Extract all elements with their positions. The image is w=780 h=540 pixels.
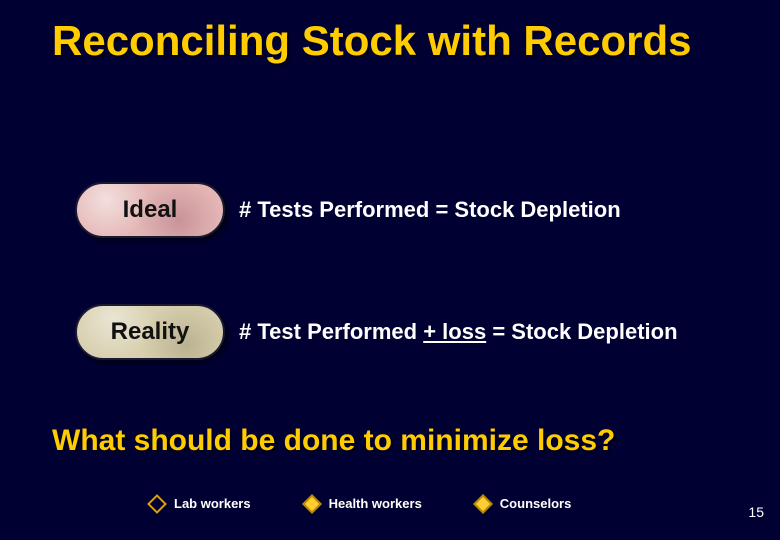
diamond-icon <box>150 497 164 511</box>
legend-counselors-label: Counselors <box>500 496 572 511</box>
legend-health-label: Health workers <box>329 496 422 511</box>
pill-reality: Reality <box>75 304 225 360</box>
legend-item-counselors: Counselors <box>476 496 572 511</box>
slide-title: Reconciling Stock with Records <box>52 18 692 63</box>
pill-ideal: Ideal <box>75 182 225 238</box>
page-number: 15 <box>748 504 764 520</box>
legend: Lab workers Health workers Counselors <box>150 496 571 511</box>
ideal-equation: # Tests Performed = Stock Depletion <box>239 197 621 223</box>
legend-item-health: Health workers <box>305 496 422 511</box>
reality-eq-loss: + loss <box>423 319 486 344</box>
pill-reality-label: Reality <box>111 318 190 346</box>
legend-item-lab: Lab workers <box>150 496 251 511</box>
reality-eq-suffix: = Stock Depletion <box>486 319 677 344</box>
diamond-icon <box>476 497 490 511</box>
pill-ideal-label: Ideal <box>123 196 178 224</box>
legend-lab-label: Lab workers <box>174 496 251 511</box>
diamond-icon <box>305 497 319 511</box>
row-reality: Reality # Test Performed + loss = Stock … <box>75 304 678 360</box>
question-text: What should be done to minimize loss? <box>52 424 732 458</box>
slide: Reconciling Stock with Records Ideal # T… <box>0 0 780 540</box>
reality-eq-prefix: # Test Performed <box>239 319 423 344</box>
reality-equation: # Test Performed + loss = Stock Depletio… <box>239 319 678 345</box>
row-ideal: Ideal # Tests Performed = Stock Depletio… <box>75 182 621 238</box>
